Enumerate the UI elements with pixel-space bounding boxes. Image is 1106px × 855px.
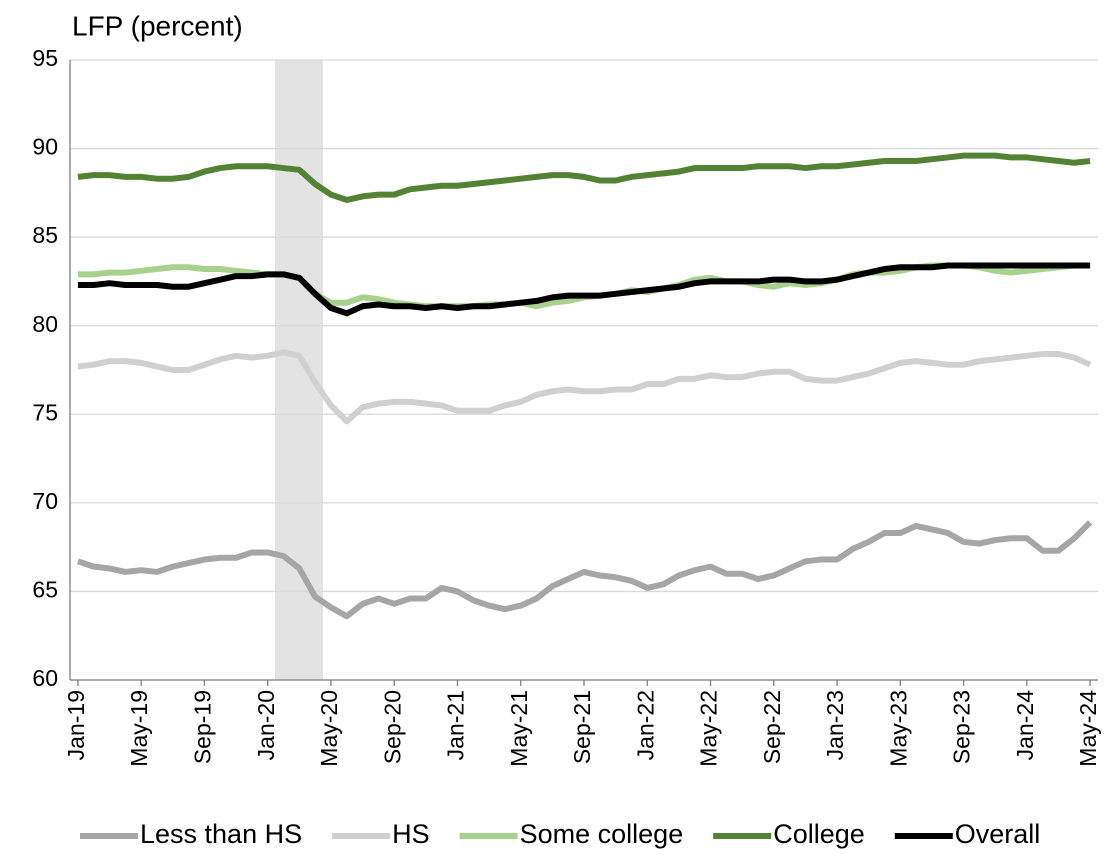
series-line [77,152,1091,203]
x-tick-label: Jan-21 [443,690,469,760]
x-tick-label: Jan-19 [63,690,89,760]
x-tick-label: Sep-23 [949,690,975,764]
x-tick-label: Jan-22 [632,690,658,760]
y-tick-label: 60 [32,665,58,691]
y-tick-label: 95 [32,45,58,71]
y-tick-label: 75 [32,399,58,425]
series-line [77,349,1092,425]
series-line [77,262,1091,310]
chart-title: LFP (percent) [72,10,243,41]
x-tick-label: May-20 [316,690,342,767]
x-tick-label: May-24 [1075,690,1101,767]
recession-shading [275,60,323,680]
x-tick-label: Sep-21 [569,690,595,764]
y-tick-label: 70 [32,488,58,514]
x-tick-label: Sep-22 [759,690,785,764]
legend-label: Less than HS [140,819,302,849]
y-tick-label: 65 [32,577,58,603]
legend-label: Some college [520,819,684,849]
x-tick-label: May-23 [885,690,911,767]
x-tick-label: May-22 [696,690,722,767]
y-tick-label: 85 [32,222,58,248]
x-tick-label: Sep-20 [379,690,405,764]
x-tick-label: Jan-24 [1012,690,1038,761]
y-tick-label: 80 [32,311,58,337]
x-tick-label: Jan-23 [822,690,848,760]
series-line [76,520,1093,620]
legend: Less than HS HS Some college College Overall [80,819,1040,849]
series-line [77,262,1091,317]
legend-label: College [773,819,865,849]
legend-label: Overall [955,819,1041,849]
y-tick-label: 90 [32,134,58,160]
legend-label: HS [392,819,430,849]
x-tick-label: Sep-19 [190,690,216,764]
x-tick-label: May-21 [506,690,532,767]
x-tick-label: May-19 [126,690,152,767]
x-tick-label: Jan-20 [253,690,279,760]
lines [76,152,1093,620]
grid [70,59,1098,681]
